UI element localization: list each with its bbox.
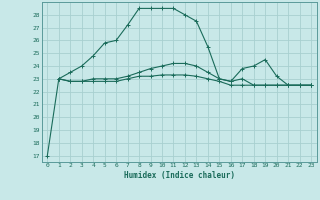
X-axis label: Humidex (Indice chaleur): Humidex (Indice chaleur) (124, 171, 235, 180)
